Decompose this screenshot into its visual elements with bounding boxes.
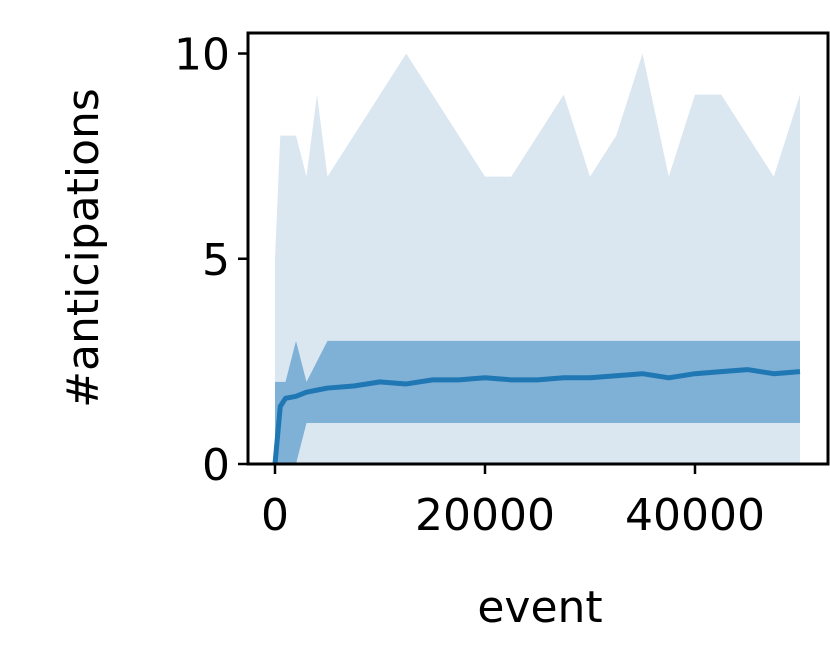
y-tick-label: 10 bbox=[174, 30, 230, 81]
x-axis-label: event bbox=[477, 582, 602, 633]
y-tick-label: 5 bbox=[202, 235, 230, 286]
plot-frame bbox=[246, 31, 830, 466]
line bbox=[272, 367, 801, 465]
y-tick-label: 0 bbox=[202, 440, 230, 491]
x-tick-label: 20000 bbox=[415, 490, 555, 541]
y-axis-label: #anticipations bbox=[58, 88, 109, 408]
x-tick-label: 40000 bbox=[625, 490, 765, 541]
x-tick-label: 0 bbox=[261, 490, 289, 541]
band bbox=[274, 340, 800, 464]
